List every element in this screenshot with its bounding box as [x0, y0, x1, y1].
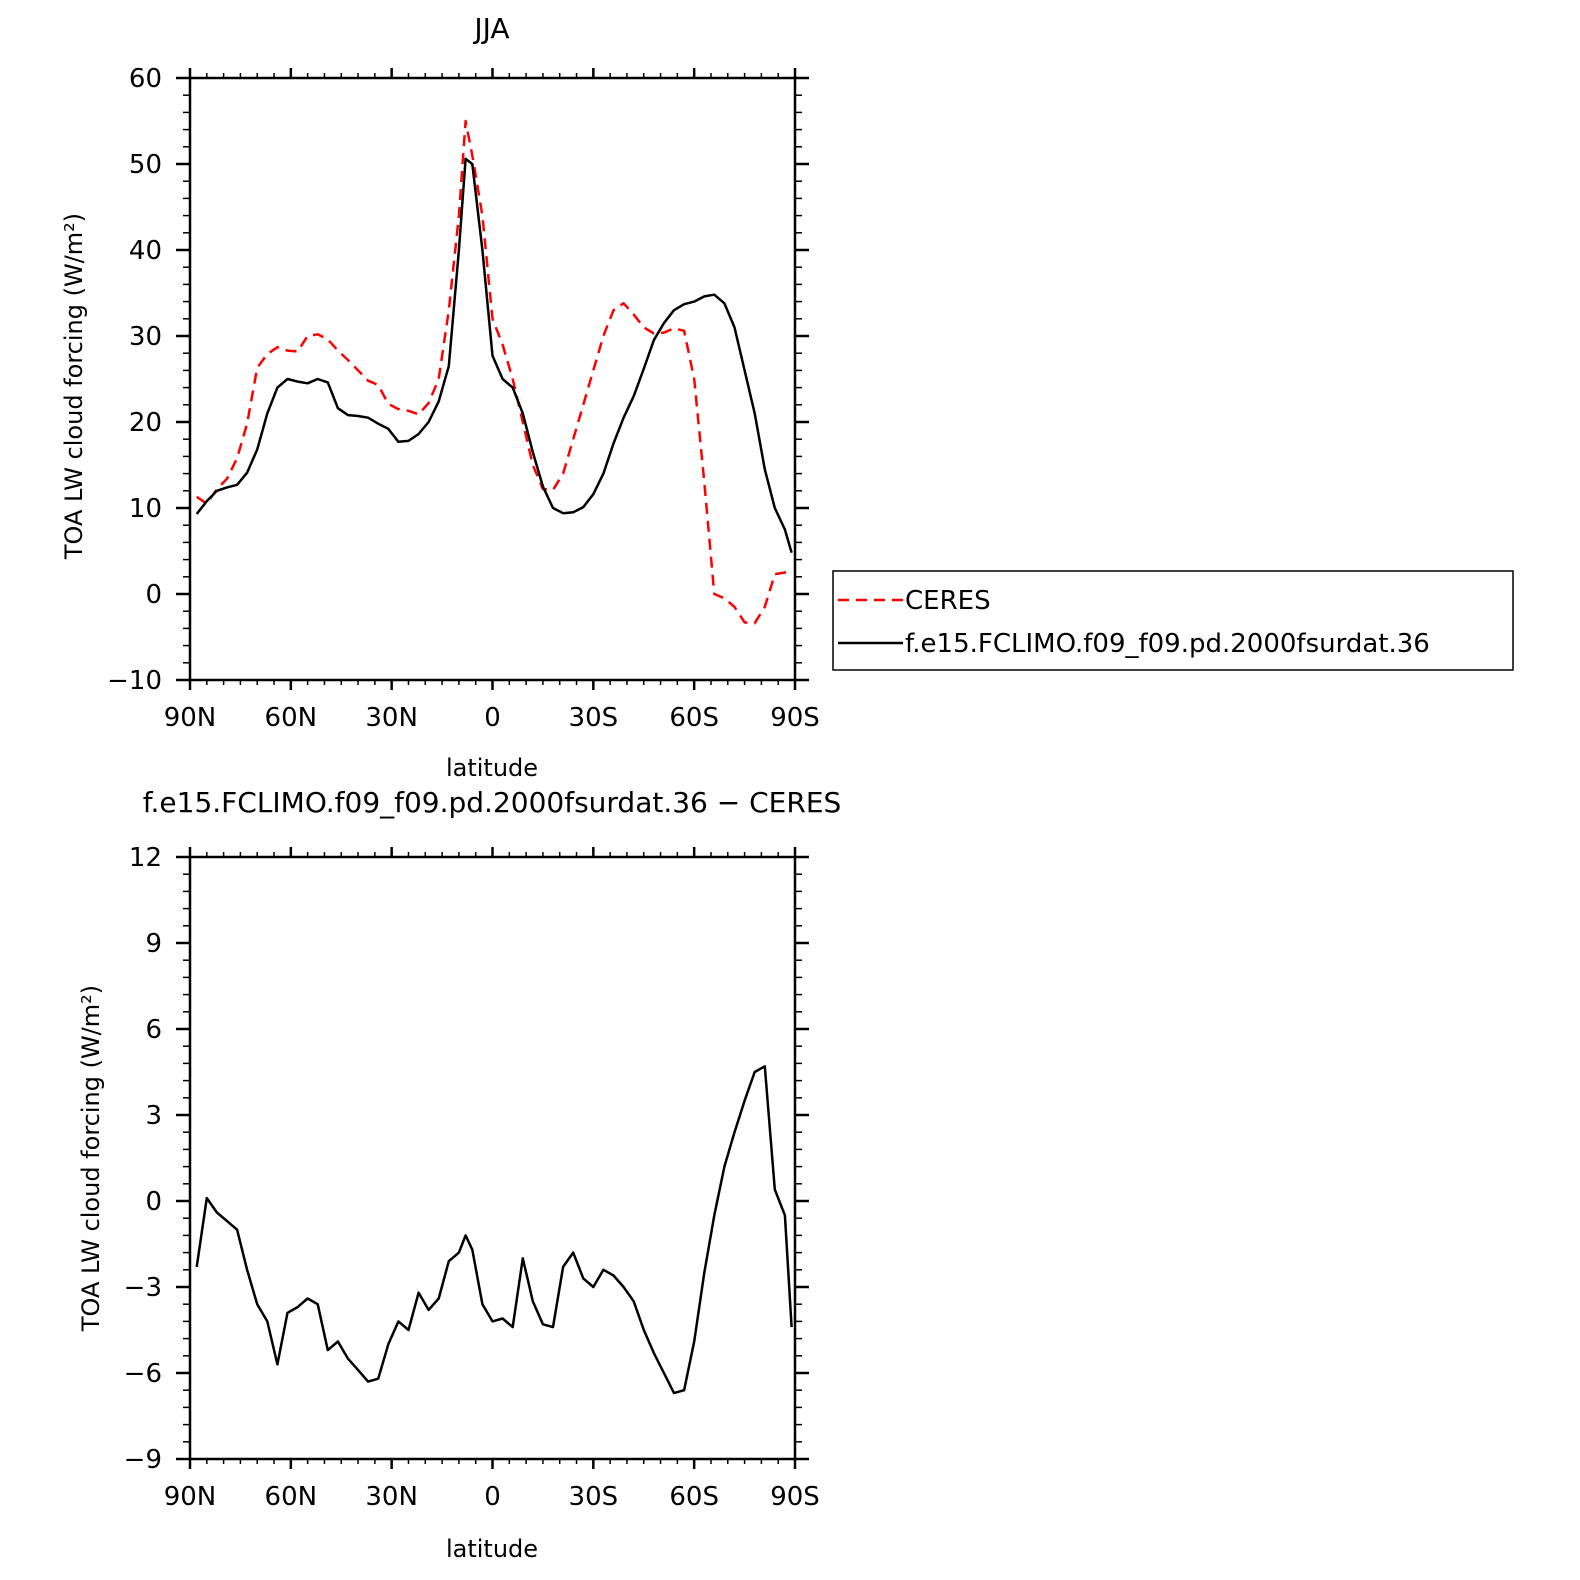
series-line-0-0: [195, 119, 792, 625]
y-tick-label: −9: [124, 1445, 162, 1475]
x-tick-label: 30S: [569, 1482, 619, 1512]
chart-top-marks: [195, 119, 793, 625]
x-tick-label: 0: [484, 1482, 501, 1512]
x-tick-label: 90S: [770, 703, 820, 733]
y-tick-label: 12: [129, 843, 162, 873]
x-tick-label: 90S: [770, 1482, 820, 1512]
chart-bottom-frame: [188, 855, 797, 1461]
y-tick-label: 30: [129, 322, 162, 352]
y-tick-label: 6: [145, 1015, 162, 1045]
x-tick-label: 60N: [265, 1482, 318, 1512]
chart-bottom-axes: 90N 60N 30N 0 30S 60S 90S 12 9 6 3 0 −3 −6 −9: [124, 843, 820, 1512]
x-tick-label: 60S: [669, 1482, 719, 1512]
y-tick-label: −3: [124, 1273, 162, 1303]
chart-top-title: JJA: [472, 12, 509, 45]
y-tick-label: 10: [129, 494, 162, 524]
legend-label-model: f.e15.FCLIMO.f09_f09.pd.2000fsurdat.36: [905, 629, 1430, 659]
x-tick-label: 30N: [365, 1482, 418, 1512]
x-tick-label: 60N: [265, 703, 318, 733]
x-tick-label: 60S: [669, 703, 719, 733]
chart-bottom-ylabel: TOA LW cloud forcing (W/m²): [77, 985, 105, 1332]
y-tick-label: 3: [145, 1101, 162, 1131]
x-tick-label: 30S: [569, 703, 619, 733]
y-tick-label: 20: [129, 408, 162, 438]
x-tick-label: 90N: [164, 703, 217, 733]
y-tick-label: 0: [145, 1187, 162, 1217]
chart-top-legend: CERES f.e15.FCLIMO.f09_f09.pd.2000fsurda…: [832, 570, 1514, 671]
legend-box: [832, 570, 1514, 671]
chart-top-ylabel: TOA LW cloud forcing (W/m²): [60, 213, 88, 560]
y-tick-label: 60: [129, 64, 162, 94]
y-tick-label: −10: [107, 666, 162, 696]
chart-top-frame: [188, 76, 797, 682]
y-tick-label: −6: [124, 1359, 162, 1389]
chart-top: JJA TOA LW cloud forcing (W/m²) latitude…: [60, 12, 820, 782]
y-tick-label: 0: [145, 580, 162, 610]
x-tick-label: 0: [484, 703, 501, 733]
y-tick-label: 9: [145, 929, 162, 959]
x-tick-label: 30N: [365, 703, 418, 733]
chart-bottom: f.e15.FCLIMO.f09_f09.pd.2000fsurdat.36 −…: [77, 786, 841, 1563]
y-tick-label: 40: [129, 236, 162, 266]
y-tick-label: 50: [129, 150, 162, 180]
x-tick-label: 90N: [164, 1482, 217, 1512]
chart-top-axes: 90N 60N 30N 0 30S 60S 90S 60 50 40 30 20 10 0 −10: [107, 64, 820, 733]
chart-bottom-marks: [195, 1065, 793, 1395]
chart-bottom-title: f.e15.FCLIMO.f09_f09.pd.2000fsurdat.36 −…: [143, 786, 842, 819]
series-line-1-0: [195, 1065, 793, 1395]
chart-bottom-xlabel: latitude: [446, 1535, 538, 1563]
legend-label-ceres: CERES: [905, 586, 991, 616]
chart-top-xlabel: latitude: [446, 754, 538, 782]
series-line-0-1: [195, 157, 793, 554]
